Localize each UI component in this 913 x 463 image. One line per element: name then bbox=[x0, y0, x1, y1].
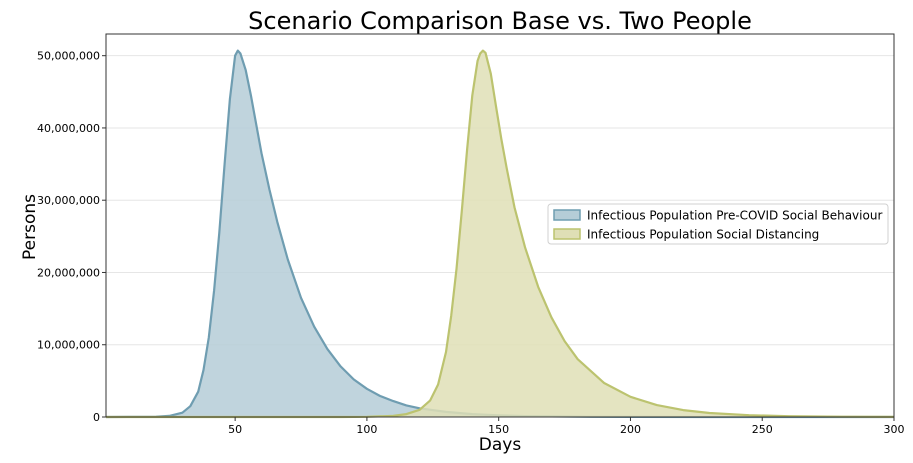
x-axis: 50 100 150 200 250 300 bbox=[228, 417, 904, 436]
legend-swatch bbox=[554, 210, 580, 220]
y-tick-label: 30,000,000 bbox=[37, 194, 100, 207]
x-tick-label: 300 bbox=[884, 423, 905, 436]
legend-swatch bbox=[554, 229, 580, 239]
x-tick-label: 250 bbox=[752, 423, 773, 436]
chart-title: Scenario Comparison Base vs. Two People bbox=[248, 7, 752, 35]
y-tick-label: 0 bbox=[93, 411, 100, 424]
y-tick-label: 40,000,000 bbox=[37, 122, 100, 135]
legend-label: Infectious Population Pre-COVID Social B… bbox=[587, 209, 882, 223]
x-axis-label: Days bbox=[479, 435, 522, 455]
x-tick-label: 200 bbox=[620, 423, 641, 436]
y-tick-label: 50,000,000 bbox=[37, 50, 100, 63]
y-axis: 0 10,000,000 20,000,000 30,000,000 40,000,00… bbox=[37, 50, 106, 424]
y-tick-label: 20,000,000 bbox=[37, 266, 100, 279]
x-tick-label: 50 bbox=[228, 423, 242, 436]
legend-label: Infectious Population Social Distancing bbox=[587, 228, 819, 242]
x-tick-label: 100 bbox=[356, 423, 377, 436]
legend: Infectious Population Pre-COVID Social B… bbox=[548, 204, 888, 244]
y-tick-label: 10,000,000 bbox=[37, 339, 100, 352]
y-axis-label: Persons bbox=[20, 194, 40, 260]
